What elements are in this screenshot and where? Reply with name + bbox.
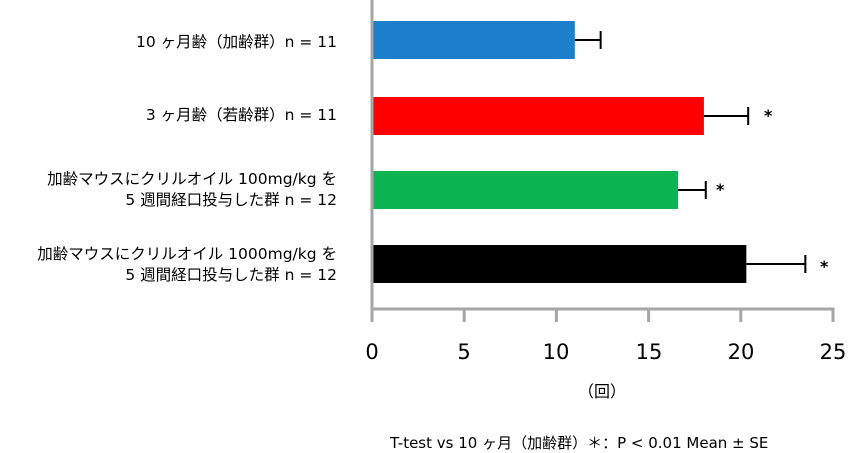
- category-label-3-line-1: 加齢マウスにクリルオイル 100mg/kg を: [47, 170, 337, 188]
- x-tick-label-25: 25: [819, 340, 847, 364]
- bar-3: [373, 171, 679, 209]
- category-label-1: 10 ヶ月齢（加齢群）n = 11: [136, 32, 337, 53]
- x-axis-title: （回）: [577, 382, 627, 401]
- footnote: T-test vs 10 ヶ月（加齢群）＊：P < 0.01 Mean ± SE: [390, 434, 769, 452]
- significance-marker-4: *: [820, 257, 829, 276]
- bar-2: [373, 97, 704, 135]
- category-label-4-line-1: 加齢マウスにクリルオイル 1000mg/kg を: [37, 245, 337, 263]
- category-label-2: 3 ヶ月齢（若齢群）n = 11: [146, 105, 337, 126]
- x-tick-label-0: 0: [365, 340, 379, 364]
- bar-4: [373, 245, 747, 283]
- x-tick-label-20: 20: [727, 340, 755, 364]
- category-label-2-line-1: 3 ヶ月齢（若齢群）n = 11: [145, 106, 337, 124]
- category-label-4: 加齢マウスにクリルオイル 1000mg/kg を 5 週間経口投与した群 n =…: [37, 244, 337, 286]
- x-tick-label-10: 10: [542, 340, 570, 364]
- significance-marker-2: *: [764, 106, 773, 125]
- category-label-3: 加齢マウスにクリルオイル 100mg/kg を 5 週間経口投与した群 n = …: [47, 169, 337, 211]
- category-label-4-line-2: 5 週間経口投与した群 n = 12: [125, 266, 337, 284]
- significance-marker-3: *: [716, 180, 725, 199]
- x-tick-label-15: 15: [635, 340, 663, 364]
- bar-1: [373, 21, 575, 59]
- category-label-1-line-1: 10 ヶ月齢（加齢群）n = 11: [135, 33, 337, 51]
- x-tick-label-5: 5: [457, 340, 471, 364]
- category-label-3-line-2: 5 週間経口投与した群 n = 12: [125, 191, 337, 209]
